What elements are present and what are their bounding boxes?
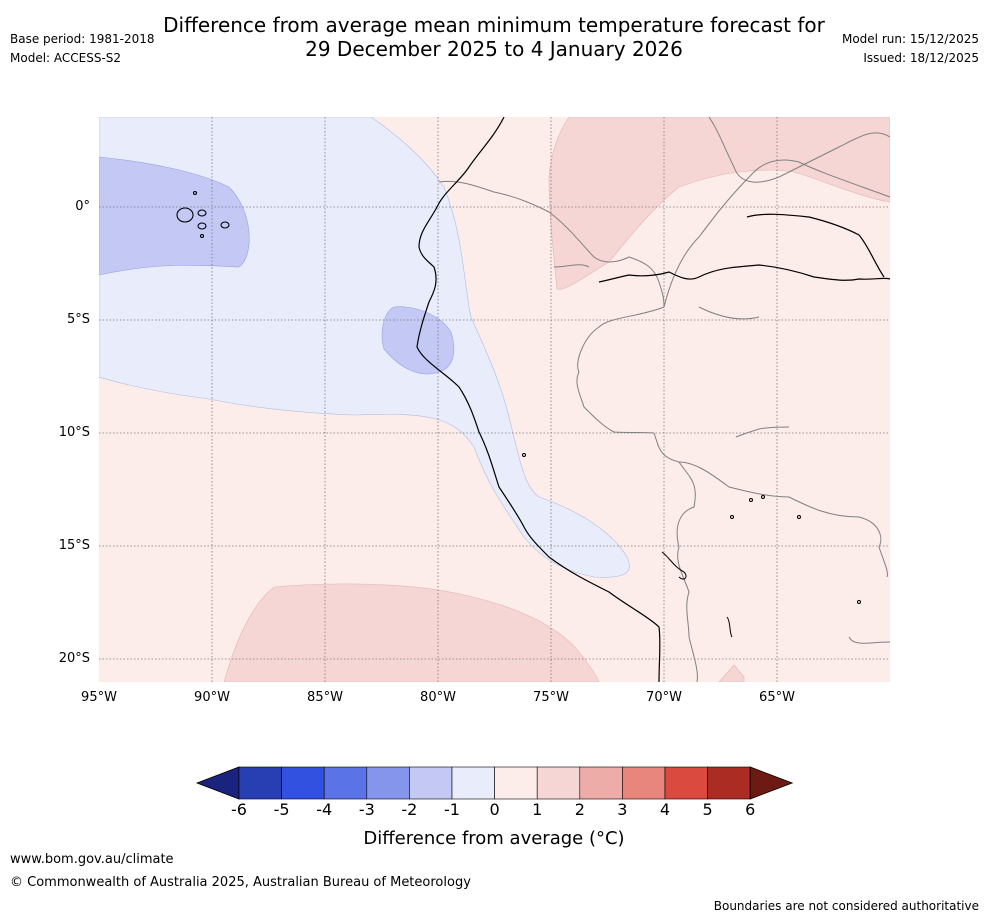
galapagos-islands	[176, 190, 230, 239]
colorbar	[195, 766, 794, 800]
colorbar-bin	[622, 766, 666, 800]
colorbar-tick-label: -2	[401, 800, 418, 819]
lon-label-80w: 80°W	[420, 690, 456, 705]
colorbar-bin	[664, 766, 708, 800]
title-line-1: Difference from average mean minimum tem…	[163, 13, 825, 37]
lon-label-85w: 85°W	[307, 690, 343, 705]
colorbar-tick-label: 6	[745, 800, 756, 819]
colorbar-tick-label: 3	[617, 800, 628, 819]
colorbar-bin	[323, 766, 368, 800]
colorbar-bin	[409, 766, 453, 800]
model-name: Model: ACCESS-S2	[10, 51, 122, 65]
model-run: Model run: 15/12/2025	[841, 32, 979, 46]
boundary-disclaimer: Boundaries are not considered authoritat…	[713, 899, 979, 913]
colorbar-arrow-high	[749, 766, 794, 800]
colorbar-tick-label: 5	[702, 800, 713, 819]
colorbar-tick-label: 0	[489, 800, 500, 819]
anomaly-region-1-to-2-south	[223, 583, 600, 682]
colorbar-tick-label: -1	[444, 800, 460, 819]
lat-label-5s: 5°S	[66, 312, 90, 327]
issued-date: Issued: 18/12/2025	[863, 51, 979, 65]
lon-label-75w: 75°W	[533, 690, 569, 705]
chart-title: Difference from average mean minimum tem…	[0, 13, 988, 61]
anomaly-region-minus2-to-minus1-west	[99, 156, 250, 276]
colorbar-tick-label: 1	[532, 800, 543, 819]
country-borders	[438, 117, 890, 682]
colorbar-tick-label: -5	[273, 800, 290, 819]
colorbar-bin	[536, 766, 581, 800]
lakes	[522, 453, 861, 638]
gridlines	[99, 117, 890, 682]
forecast-map	[99, 117, 890, 682]
colorbar-tick-label: -6	[231, 800, 247, 819]
lat-label-15s: 15°S	[58, 538, 90, 553]
colorbar-bin	[451, 766, 495, 800]
title-line-2: 29 December 2025 to 4 January 2026	[305, 37, 683, 61]
colorbar-bin	[238, 766, 282, 800]
anomaly-region-1-to-2-small	[718, 664, 745, 682]
colorbar-bin	[281, 766, 325, 800]
base-period: Base period: 1981-2018	[10, 32, 155, 46]
colorbar-arrow-low	[195, 766, 240, 800]
lon-label-70w: 70°W	[646, 690, 682, 705]
colorbar-tick-label: -4	[316, 800, 333, 819]
colorbar-bin	[366, 766, 410, 800]
copyright-notice: © Commonwealth of Australia 2025, Austra…	[10, 875, 471, 890]
colorbar-tick-label: 2	[574, 800, 585, 819]
lat-label-20s: 20°S	[58, 651, 90, 666]
coastlines	[416, 117, 890, 682]
lon-label-65w: 65°W	[759, 690, 795, 705]
colorbar-label: Difference from average (°C)	[363, 828, 625, 849]
website-link[interactable]: www.bom.gov.au/climate	[10, 852, 174, 867]
lat-label-10s: 10°S	[58, 425, 90, 440]
colorbar-tick-label: -3	[358, 800, 375, 819]
lon-label-90w: 90°W	[194, 690, 230, 705]
colorbar-tick-label: 4	[659, 800, 671, 819]
lat-label-0: 0°	[75, 199, 90, 214]
anomaly-region-1-to-2-north	[548, 117, 890, 290]
colorbar-bin	[579, 766, 623, 800]
colorbar-bin	[494, 766, 538, 800]
lon-label-95w: 95°W	[81, 690, 117, 705]
colorbar-bin	[707, 766, 751, 800]
